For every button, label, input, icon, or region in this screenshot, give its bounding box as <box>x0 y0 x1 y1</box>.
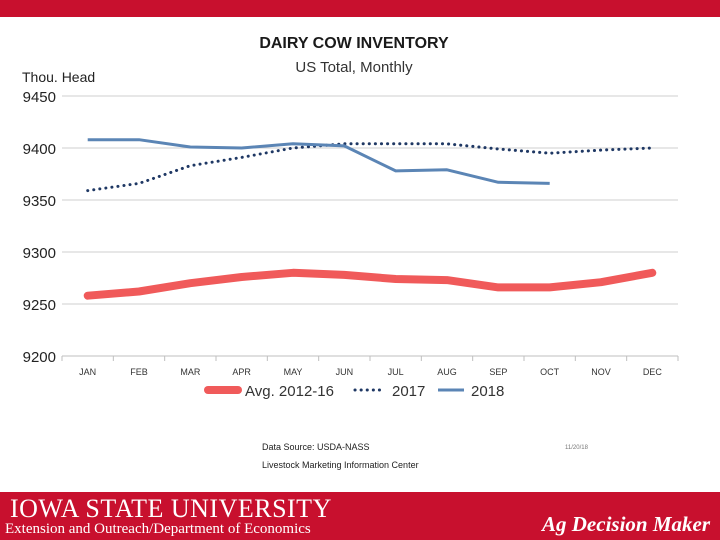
chart-title: DAIRY COW INVENTORY <box>259 35 449 52</box>
line-chart: 9200 9250 9300 9350 9400 9450 JAN FEB MAR APR MAY J… <box>23 89 679 400</box>
y-tick-label: 9250 <box>23 297 56 314</box>
x-tick-label: OCT <box>540 367 560 377</box>
footer-bar: IOWA STATE UNIVERSITY Extension and Outr… <box>0 492 720 540</box>
ag-decision-maker-logo: Ag Decision Maker <box>542 512 710 536</box>
source-line-1: Data Source: USDA-NASS <box>262 442 370 452</box>
source-date: 11/20/18 <box>565 445 588 451</box>
y-tick-label: 9400 <box>23 141 56 158</box>
x-tick-label: MAR <box>180 367 201 377</box>
y-tick-label: 9200 <box>23 349 56 366</box>
chart-subtitle: US Total, Monthly <box>295 59 413 76</box>
x-tick-label: FEB <box>130 367 148 377</box>
chart-slide: DAIRY COW INVENTORY US Total, Monthly Th… <box>0 17 720 492</box>
y-tick-label: 9450 <box>23 89 56 106</box>
series-line <box>83 268 657 300</box>
department-name: Extension and Outreach/Department of Eco… <box>5 521 311 537</box>
y-tick-label: 9350 <box>23 193 56 210</box>
x-tick-label: NOV <box>591 367 611 377</box>
x-tick-label: AUG <box>437 367 457 377</box>
legend-label: 2018 <box>471 383 504 400</box>
source-line-2: Livestock Marketing Information Center <box>262 460 419 470</box>
series-line <box>86 142 654 193</box>
series-line <box>87 138 550 185</box>
y-axis-label: Thou. Head <box>22 69 96 85</box>
x-tick-label: MAY <box>284 367 303 377</box>
y-tick-label: 9300 <box>23 245 56 262</box>
x-tick-label: SEP <box>489 367 507 377</box>
legend-label: Avg. 2012-16 <box>245 383 334 400</box>
x-tick-label: APR <box>232 367 251 377</box>
top-red-bar <box>0 0 720 17</box>
x-tick-label: DEC <box>643 367 663 377</box>
x-tick-label: JUL <box>388 367 404 377</box>
legend-label: 2017 <box>392 383 425 400</box>
x-tick-label: JAN <box>79 367 96 377</box>
data-source: Data Source: USDA-NASS Livestock Marketi… <box>262 438 419 474</box>
university-logo: IOWA STATE UNIVERSITY <box>10 494 332 523</box>
x-tick-label: JUN <box>336 367 354 377</box>
